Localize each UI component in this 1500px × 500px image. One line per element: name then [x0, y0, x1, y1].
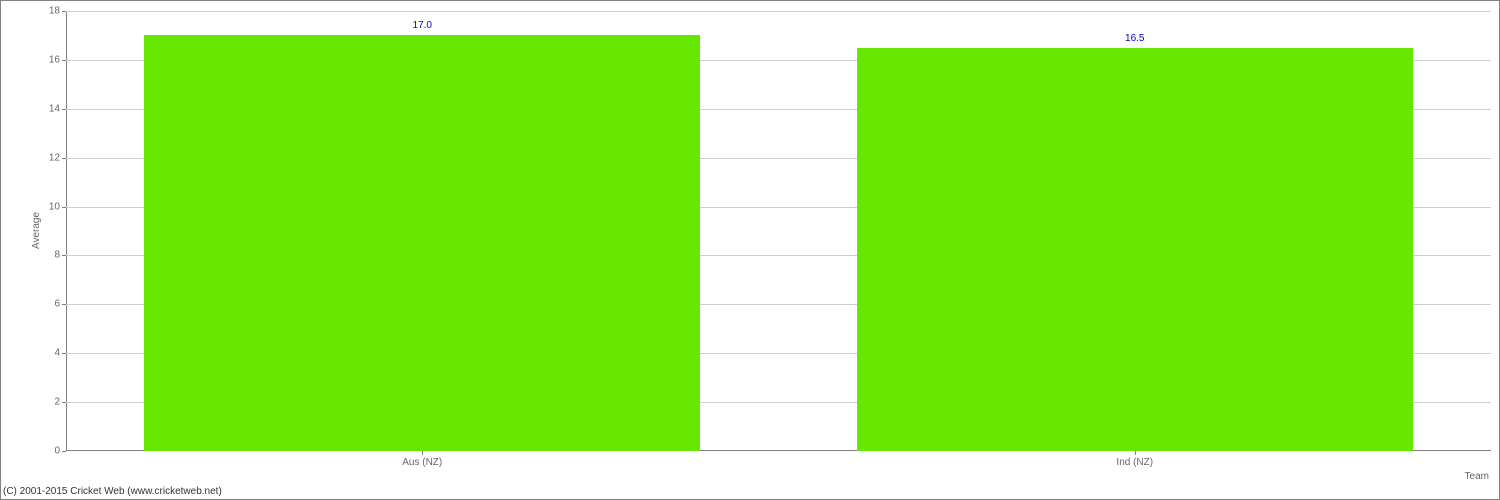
y-tick-label: 16	[49, 54, 66, 65]
gridline	[66, 11, 1491, 12]
bar-value-label: 16.5	[1125, 33, 1144, 48]
y-axis-title: Average	[31, 212, 42, 249]
chart-container: 024681012141618Aus (NZ)17.0Ind (NZ)16.5 …	[0, 0, 1500, 500]
y-tick-label: 0	[54, 446, 66, 457]
y-tick-label: 12	[49, 152, 66, 163]
x-tick-label: Aus (NZ)	[402, 451, 442, 468]
x-tick-label: Ind (NZ)	[1116, 451, 1153, 468]
bar: 17.0	[144, 35, 700, 451]
y-tick-label: 14	[49, 103, 66, 114]
plot-area: 024681012141618Aus (NZ)17.0Ind (NZ)16.5	[66, 11, 1491, 451]
y-tick-label: 8	[54, 250, 66, 261]
y-tick-label: 2	[54, 397, 66, 408]
y-axis-line	[66, 11, 67, 451]
y-tick-label: 4	[54, 348, 66, 359]
bar: 16.5	[857, 48, 1413, 451]
y-tick-label: 6	[54, 299, 66, 310]
bar-value-label: 17.0	[413, 20, 432, 35]
x-axis-title: Team	[1465, 471, 1489, 482]
copyright-text: (C) 2001-2015 Cricket Web (www.cricketwe…	[3, 486, 222, 497]
y-tick-label: 18	[49, 6, 66, 17]
y-tick-label: 10	[49, 201, 66, 212]
